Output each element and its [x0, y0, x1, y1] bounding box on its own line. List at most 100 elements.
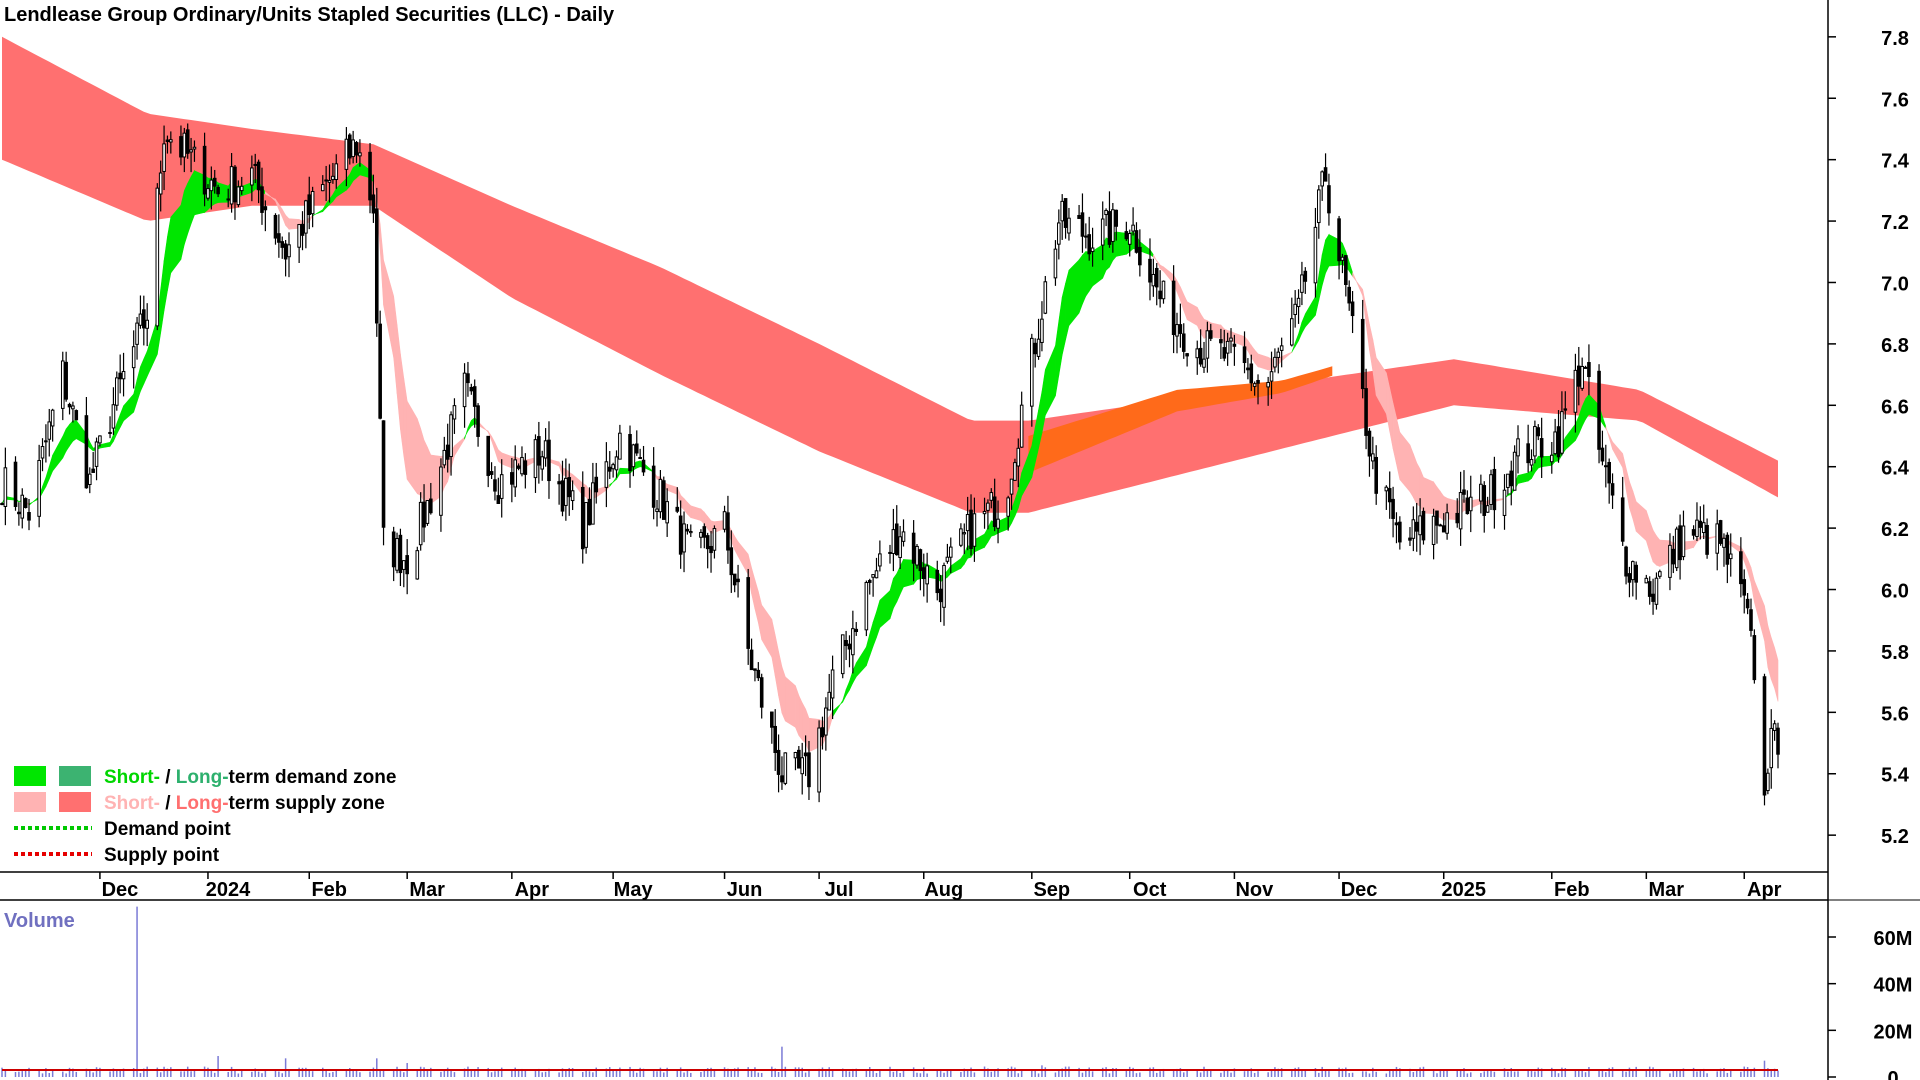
- short-term-band-segment: [1318, 254, 1323, 301]
- candle-body: [1762, 676, 1767, 796]
- candle-body: [50, 409, 55, 427]
- short-term-band-segment: [45, 466, 50, 487]
- price-tick-label: 7.4: [1881, 151, 1910, 173]
- candle-body: [327, 179, 332, 183]
- short-term-band-segment: [1065, 270, 1070, 341]
- candle-body: [320, 184, 325, 192]
- month-label: Nov: [1235, 879, 1274, 901]
- candle-body: [921, 567, 926, 580]
- short-term-band-segment: [1399, 431, 1411, 493]
- candle-body: [732, 573, 737, 586]
- candle-body: [1516, 438, 1520, 457]
- short-term-band-segment: [795, 685, 800, 736]
- price-tick-label: 7.6: [1881, 89, 1909, 111]
- candle-body: [634, 443, 639, 454]
- short-term-band-segment: [72, 420, 77, 442]
- candle-body: [1681, 525, 1686, 558]
- candle-body: [1161, 280, 1166, 300]
- short-term-band-segment: [1365, 306, 1370, 351]
- candle-body: [938, 588, 943, 603]
- candle-body: [1060, 200, 1064, 222]
- candle-body: [756, 669, 761, 679]
- short-term-band-segment: [700, 508, 705, 525]
- chart-title: Lendlease Group Ordinary/Units Stapled S…: [4, 4, 615, 26]
- candle-body: [1269, 371, 1274, 382]
- short-term-band-segment: [1605, 426, 1610, 438]
- candle-body: [138, 313, 143, 326]
- legend: Short- / Long-term demand zone Short- / …: [14, 766, 396, 866]
- candle-body: [1431, 515, 1436, 545]
- candle-body: [935, 569, 940, 594]
- price-tick-label: 7.8: [1881, 28, 1909, 50]
- candle-body: [1644, 577, 1649, 584]
- short-term-band-segment: [845, 681, 850, 697]
- candle-body: [945, 556, 950, 562]
- candle-body: [1573, 369, 1578, 413]
- candle-body: [1539, 438, 1544, 458]
- short-term-band-segment: [281, 208, 286, 226]
- candle-body: [233, 166, 237, 203]
- short-term-band-segment: [1294, 333, 1299, 348]
- candle-body: [486, 435, 491, 476]
- candle-body: [965, 514, 970, 532]
- candle-body: [445, 444, 450, 460]
- month-label: May: [614, 879, 654, 901]
- candle-body: [158, 172, 163, 195]
- legend-swatch-short-supply: [14, 792, 46, 812]
- candle-body: [1364, 388, 1368, 436]
- candle-body: [1273, 356, 1277, 368]
- candle-body: [702, 526, 707, 538]
- candle-body: [520, 456, 524, 475]
- candle-body: [817, 727, 821, 793]
- candle-body: [182, 132, 187, 158]
- candle-body: [209, 179, 214, 192]
- short-term-band-segment: [832, 699, 844, 718]
- candle-body: [358, 152, 362, 157]
- candle-body: [854, 628, 859, 633]
- short-term-band-segment: [781, 666, 786, 722]
- candle-body: [1040, 318, 1044, 343]
- candle-body: [17, 511, 21, 515]
- candle-body: [587, 498, 592, 526]
- candle-body: [429, 498, 433, 514]
- candle-body: [1725, 534, 1730, 565]
- candle-body: [1347, 286, 1351, 304]
- candle-body: [1087, 234, 1092, 255]
- candle-body: [1597, 370, 1601, 450]
- candle-body: [618, 432, 622, 460]
- legend-supply-sep: /: [160, 793, 176, 814]
- candle-body: [1553, 431, 1557, 455]
- candle-body: [1668, 544, 1672, 578]
- candle-body: [277, 233, 281, 243]
- candle-body: [1111, 209, 1115, 242]
- candle-body: [442, 449, 447, 466]
- candle-body: [256, 161, 261, 191]
- legend-demand-sep: /: [160, 767, 176, 788]
- candle-body: [1181, 333, 1186, 352]
- candle-body: [1266, 381, 1270, 388]
- candle-body: [185, 129, 190, 154]
- candle-body: [1701, 522, 1706, 534]
- short-term-band-segment: [163, 236, 168, 311]
- short-term-band-segment: [1608, 434, 1613, 450]
- candle-body: [655, 508, 659, 512]
- candle-body: [594, 476, 599, 493]
- candle-body: [91, 468, 95, 473]
- candle-body: [216, 186, 220, 195]
- short-term-band-segment: [666, 483, 678, 495]
- candle-body: [1340, 256, 1345, 261]
- candle-body: [537, 436, 541, 466]
- candle-body: [989, 492, 994, 501]
- candle-body: [1016, 447, 1021, 467]
- candle-body: [300, 223, 305, 236]
- candle-body: [71, 405, 75, 410]
- volume-label: Volume: [4, 910, 75, 932]
- candle-body: [476, 405, 480, 437]
- candle-body: [797, 749, 801, 769]
- candle-body: [1387, 488, 1392, 503]
- candle-body: [1242, 346, 1247, 364]
- candle-body: [513, 459, 518, 488]
- candle-body: [1610, 483, 1615, 496]
- candle-body: [675, 506, 680, 512]
- short-term-band-segment: [1646, 510, 1650, 552]
